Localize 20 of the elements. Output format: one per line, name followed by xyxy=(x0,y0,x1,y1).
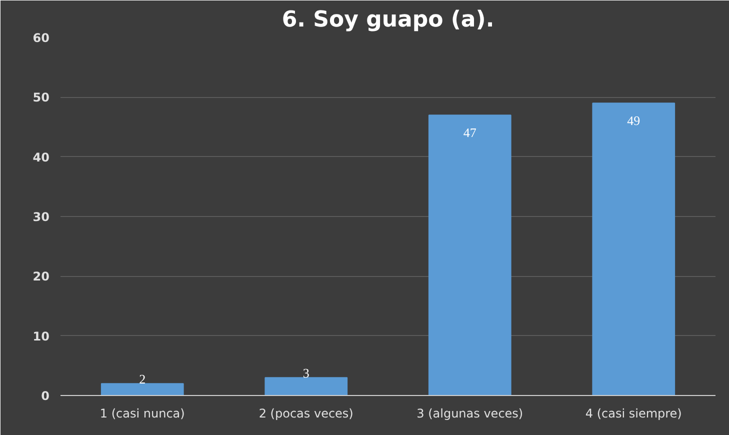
y-tick-label: 50 xyxy=(32,90,50,105)
bar xyxy=(100,383,184,396)
x-tick-label: 1 (casi nunca) xyxy=(100,406,185,420)
data-label: 47 xyxy=(463,125,477,140)
x-tick-label: 2 (pocas veces) xyxy=(258,406,354,420)
chart-title: 6. Soy guapo (a). xyxy=(282,8,494,32)
bar xyxy=(428,114,512,396)
data-label: 3 xyxy=(302,366,310,381)
bar xyxy=(264,377,348,396)
y-tick-label: 10 xyxy=(32,329,50,344)
data-label: 49 xyxy=(627,113,640,128)
x-tick-label: 3 (algunas veces) xyxy=(416,406,524,420)
y-tick-label: 30 xyxy=(32,210,50,224)
bar xyxy=(592,102,676,396)
y-tick-label: 20 xyxy=(32,270,50,284)
data-label: 2 xyxy=(139,372,146,387)
y-tick-label: 40 xyxy=(32,150,50,164)
y-tick-label: 0 xyxy=(41,389,50,403)
y-tick-label: 60 xyxy=(32,31,50,45)
x-tick-label: 4 (casi siempre) xyxy=(585,406,682,420)
